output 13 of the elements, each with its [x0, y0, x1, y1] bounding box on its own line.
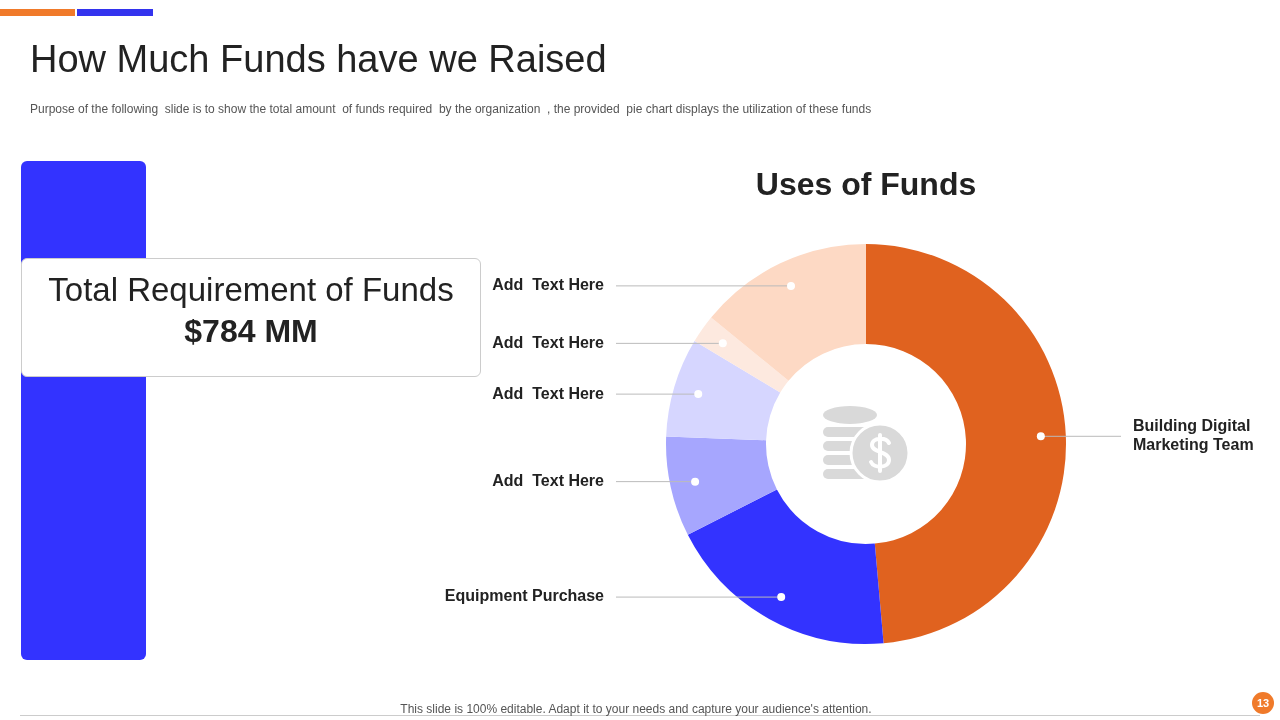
text: How Much Funds have we Raised	[30, 38, 607, 81]
text: This slide is 100% editable. Adapt it to your needs and capture your audience's attention.	[400, 702, 872, 716]
slice-label: Equipment Purchase	[444, 587, 605, 605]
text: $784 MM	[183, 313, 319, 350]
slice-label: Add Text Here	[492, 276, 605, 294]
slice-label: Add Text Here	[492, 472, 605, 490]
text: Purpose of the following slide is to show the total amount of funds required by the organization , the provided pie chart displays the utilization of these funds	[30, 102, 872, 116]
text: Total Requirement of Funds	[47, 271, 455, 309]
slice-label: Add Text Here	[492, 384, 605, 402]
slice-label: Add Text Here	[492, 333, 605, 351]
text: 13	[1252, 692, 1274, 714]
chart-title: Uses of Funds	[754, 166, 978, 203]
slice-label: Building Digital Marketing Team	[1133, 417, 1254, 454]
